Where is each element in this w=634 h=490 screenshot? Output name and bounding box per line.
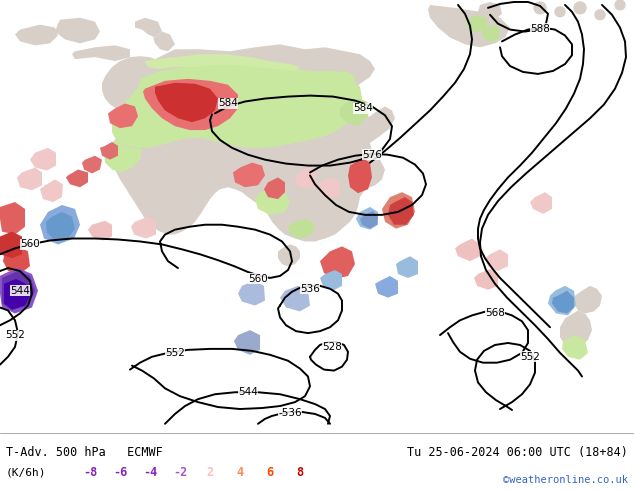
Polygon shape — [0, 232, 22, 258]
Text: 568: 568 — [485, 308, 505, 318]
Polygon shape — [17, 168, 42, 190]
Text: 8: 8 — [297, 466, 304, 479]
Polygon shape — [375, 276, 398, 297]
Text: -4: -4 — [143, 466, 157, 479]
Polygon shape — [40, 179, 63, 202]
Text: 536: 536 — [300, 284, 320, 294]
Polygon shape — [562, 335, 588, 360]
Polygon shape — [193, 57, 228, 71]
Text: -8: -8 — [83, 466, 97, 479]
Polygon shape — [155, 83, 218, 122]
Polygon shape — [382, 192, 415, 229]
Polygon shape — [15, 24, 58, 46]
Polygon shape — [135, 18, 162, 37]
Text: 552: 552 — [520, 352, 540, 362]
Text: -2: -2 — [173, 466, 187, 479]
Polygon shape — [466, 15, 488, 32]
Text: 560: 560 — [248, 274, 268, 284]
Text: (K/6h): (K/6h) — [6, 467, 46, 477]
Polygon shape — [66, 170, 88, 187]
Polygon shape — [348, 158, 372, 193]
Polygon shape — [88, 221, 112, 241]
Text: 576: 576 — [362, 150, 382, 160]
Text: 584: 584 — [353, 103, 373, 113]
Polygon shape — [548, 286, 576, 316]
Polygon shape — [30, 148, 56, 171]
Polygon shape — [102, 45, 395, 242]
Polygon shape — [234, 330, 260, 355]
Text: 588: 588 — [530, 24, 550, 34]
Polygon shape — [320, 246, 355, 279]
Polygon shape — [388, 197, 414, 225]
Circle shape — [555, 7, 565, 17]
Polygon shape — [233, 163, 265, 187]
Polygon shape — [255, 187, 290, 215]
Polygon shape — [485, 249, 508, 271]
Polygon shape — [428, 5, 510, 48]
Polygon shape — [340, 98, 370, 126]
Polygon shape — [0, 271, 18, 297]
Polygon shape — [104, 140, 142, 172]
Polygon shape — [82, 156, 102, 173]
Text: ©weatheronline.co.uk: ©weatheronline.co.uk — [503, 475, 628, 485]
Text: 544: 544 — [10, 286, 30, 296]
Polygon shape — [317, 177, 340, 199]
Circle shape — [595, 10, 605, 20]
Polygon shape — [474, 269, 498, 290]
Polygon shape — [325, 71, 355, 94]
Text: T-Adv. 500 hPa   ECMWF: T-Adv. 500 hPa ECMWF — [6, 446, 163, 459]
Text: 560: 560 — [20, 240, 40, 249]
Text: 552: 552 — [5, 330, 25, 340]
Polygon shape — [478, 2, 502, 20]
Polygon shape — [145, 54, 300, 71]
Polygon shape — [72, 46, 130, 61]
Polygon shape — [40, 205, 80, 245]
Polygon shape — [288, 219, 315, 239]
Polygon shape — [131, 217, 156, 239]
Circle shape — [534, 2, 546, 14]
Text: Tu 25-06-2024 06:00 UTC (18+84): Tu 25-06-2024 06:00 UTC (18+84) — [407, 446, 628, 459]
Polygon shape — [295, 168, 316, 189]
Polygon shape — [455, 239, 480, 261]
Text: -6: -6 — [113, 466, 127, 479]
Polygon shape — [278, 245, 300, 266]
Text: 2: 2 — [207, 466, 214, 479]
Polygon shape — [482, 24, 500, 42]
Polygon shape — [153, 31, 175, 51]
Text: 584: 584 — [218, 98, 238, 108]
Polygon shape — [530, 192, 552, 214]
Polygon shape — [3, 246, 30, 274]
Polygon shape — [264, 177, 285, 199]
Polygon shape — [46, 212, 75, 241]
Polygon shape — [320, 270, 342, 291]
Polygon shape — [143, 79, 238, 130]
Polygon shape — [360, 211, 378, 229]
Polygon shape — [4, 279, 30, 310]
Polygon shape — [574, 286, 602, 314]
Polygon shape — [238, 281, 265, 306]
Polygon shape — [55, 18, 100, 44]
Polygon shape — [112, 64, 362, 148]
Text: 544: 544 — [238, 387, 258, 397]
Polygon shape — [560, 311, 592, 350]
Polygon shape — [0, 202, 25, 235]
Circle shape — [574, 2, 586, 14]
Polygon shape — [552, 291, 574, 314]
Text: 528: 528 — [322, 342, 342, 352]
Circle shape — [615, 0, 625, 10]
Text: 4: 4 — [236, 466, 243, 479]
Polygon shape — [396, 256, 418, 278]
Polygon shape — [356, 207, 378, 230]
Polygon shape — [0, 268, 38, 314]
Text: 552: 552 — [165, 348, 185, 358]
Text: -536: -536 — [278, 408, 302, 418]
Text: 6: 6 — [266, 466, 273, 479]
Polygon shape — [108, 103, 138, 128]
Polygon shape — [100, 142, 118, 160]
Polygon shape — [2, 271, 35, 311]
Polygon shape — [280, 286, 310, 312]
